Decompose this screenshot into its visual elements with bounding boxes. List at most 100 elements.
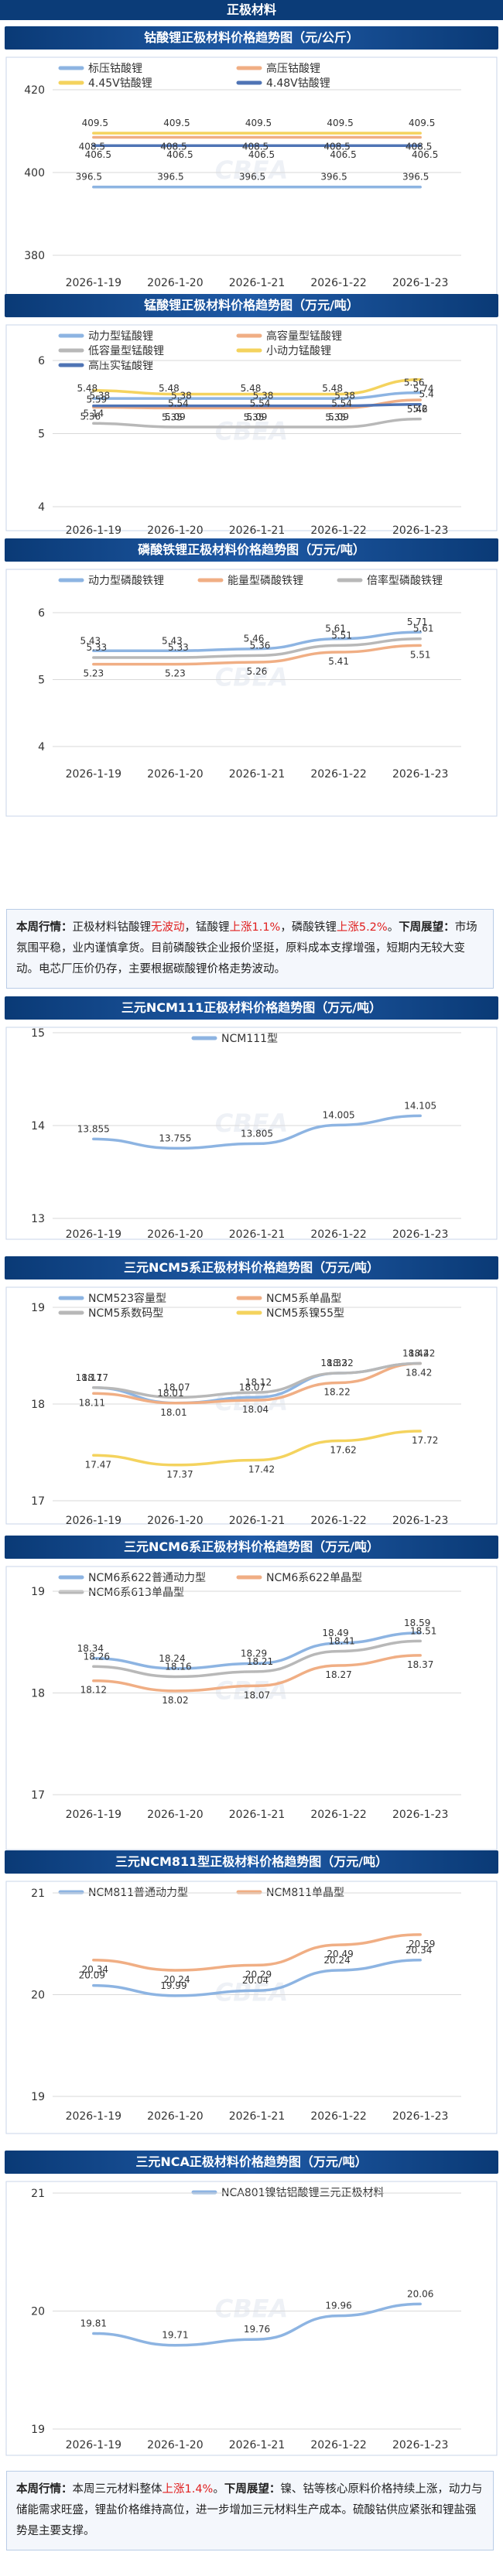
series-line xyxy=(92,391,422,400)
data-label: 18.04 xyxy=(242,1404,269,1415)
page-title: 正极材料 xyxy=(0,0,503,20)
summary-text: 。 xyxy=(213,2483,224,2496)
data-label: 20.59 xyxy=(409,1939,435,1949)
data-label: 18.24 xyxy=(159,1653,185,1664)
data-label: 408.5 xyxy=(405,142,432,152)
data-label: 5.48 xyxy=(241,383,262,394)
legend-label: NCM6系622普通动力型 xyxy=(88,1572,206,1584)
data-label: 5.36 xyxy=(250,640,271,651)
legend-label: NCM5系单晶型 xyxy=(266,1293,341,1305)
summary-text: 镍、钴等核心原料价格持续上涨，动力与储能需求旺盛，锂盐价格维持高位，进一步增加三… xyxy=(16,2483,483,2537)
data-label: 20.34 xyxy=(405,1945,432,1956)
series-line xyxy=(92,1430,422,1467)
y-tick-label: 18 xyxy=(31,1399,45,1411)
data-label: 408.5 xyxy=(160,142,186,152)
x-tick-label: 2026-1-20 xyxy=(147,768,203,781)
y-tick-label: 13 xyxy=(31,1213,45,1225)
y-tick-label: 14 xyxy=(31,1120,45,1133)
chart-frame xyxy=(5,1566,498,1850)
x-tick-label: 2026-1-22 xyxy=(310,2110,366,2123)
series-line xyxy=(92,1361,422,1399)
data-label: 5.38 xyxy=(334,391,355,401)
data-label: 19.71 xyxy=(162,2330,188,2341)
data-label: 17.42 xyxy=(248,1464,275,1475)
y-tick-label: 21 xyxy=(31,2188,45,2200)
data-label: 396.5 xyxy=(320,172,347,183)
legend-label: 能量型磷酸铁锂 xyxy=(228,575,303,587)
summary-highlight: 上涨5.2% xyxy=(336,921,388,934)
legend-label: 倍率型磷酸铁锂 xyxy=(367,574,443,587)
watermark-logo: CBEA xyxy=(215,663,289,692)
data-label: 19.96 xyxy=(325,2301,351,2311)
data-label: 5.48 xyxy=(159,383,180,394)
legend-label: NCM6系622单晶型 xyxy=(266,1572,362,1584)
data-label: 18.29 xyxy=(241,1648,267,1659)
data-label: 18.42 xyxy=(402,1348,429,1359)
x-tick-label: 2026-1-19 xyxy=(66,524,121,535)
summary-highlight: 上涨1.1% xyxy=(229,921,281,934)
data-label: 18.07 xyxy=(163,1382,190,1392)
data-label: 5.23 xyxy=(165,668,186,679)
series-line xyxy=(92,1933,422,1972)
data-label: 18.42 xyxy=(405,1368,432,1379)
data-label: 5.38 xyxy=(89,391,110,401)
series-line xyxy=(92,1631,422,1670)
data-label: 5.51 xyxy=(331,630,352,641)
y-tick-label: 19 xyxy=(31,1302,45,1314)
data-label: 5.38 xyxy=(171,391,192,401)
legend-label: 4.48V钴酸锂 xyxy=(266,77,330,90)
chart-section-6: 三元NCM6系正极材料价格趋势图（万元/吨） CBEA NCM6系622普通动力型 N… xyxy=(0,1536,503,1854)
x-tick-label: 2026-1-19 xyxy=(66,1809,121,1821)
x-tick-label: 2026-1-20 xyxy=(147,277,203,289)
data-label: 5.14 xyxy=(83,408,104,419)
chart-title: 三元NCM5系正极材料价格趋势图（万元/吨） xyxy=(5,1256,498,1279)
data-label: 19.81 xyxy=(80,2318,107,2328)
data-label: 5.54 xyxy=(331,398,352,408)
y-tick-label: 17 xyxy=(31,1495,45,1508)
data-label: 5.51 xyxy=(410,649,431,660)
y-tick-label: 4 xyxy=(38,501,45,514)
series-line xyxy=(92,1114,422,1150)
data-label: 17.47 xyxy=(85,1459,111,1470)
x-tick-label: 2026-1-20 xyxy=(147,2110,203,2123)
data-label: 5.43 xyxy=(162,635,183,646)
data-label: 18.02 xyxy=(162,1695,188,1706)
data-label: 5.61 xyxy=(413,624,434,634)
x-tick-label: 2026-1-20 xyxy=(147,2439,203,2451)
series-line xyxy=(92,637,422,659)
watermark-logo: CBEA xyxy=(215,155,289,185)
data-label: 5.41 xyxy=(328,656,349,667)
chart-section-1: 钴酸锂正极材料价格趋势图（元/公斤） CBEA 标压钴酸锂 高压钴酸锂 4.45V钴酸锂… xyxy=(0,26,503,322)
data-label: 18.07 xyxy=(244,1689,270,1700)
legend-label: NCM6系613单晶型 xyxy=(88,1587,184,1599)
data-label: 5.09 xyxy=(165,412,186,422)
chart-title: 钴酸锂正极材料价格趋势图（元/公斤） xyxy=(5,26,498,50)
x-tick-label: 2026-1-22 xyxy=(310,524,366,535)
legend-label: NCM111型 xyxy=(221,1033,278,1045)
y-tick-label: 19 xyxy=(31,1586,45,1598)
data-label: 409.5 xyxy=(245,118,272,128)
data-label: 5.09 xyxy=(247,412,268,422)
chart-svg: CBEA 标压钴酸锂 高压钴酸锂 4.45V钴酸锂 4.48V钴酸锂 380 400 420 3… xyxy=(5,56,498,318)
x-tick-label: 2026-1-22 xyxy=(310,1809,366,1821)
y-tick-label: 380 xyxy=(24,250,45,262)
y-tick-label: 5 xyxy=(38,429,45,441)
data-label: 18.17 xyxy=(82,1372,108,1383)
data-label: 18.21 xyxy=(247,1656,273,1667)
x-tick-label: 2026-1-23 xyxy=(392,1809,448,1821)
x-tick-label: 2026-1-23 xyxy=(392,277,448,289)
data-label: 5.71 xyxy=(407,617,428,627)
data-label: 18.11 xyxy=(79,1397,105,1408)
x-tick-label: 2026-1-22 xyxy=(310,277,366,289)
summary-label-market: 本周行情： xyxy=(16,921,73,934)
summary-highlight: 上涨1.4% xyxy=(162,2483,214,2496)
data-label: 20.09 xyxy=(79,1970,105,1981)
y-tick-label: 18 xyxy=(31,1688,45,1700)
x-tick-label: 2026-1-19 xyxy=(66,2439,121,2451)
data-label: 13.855 xyxy=(77,1123,110,1134)
series-line xyxy=(92,630,422,653)
data-label: 5.46 xyxy=(244,634,265,644)
y-tick-label: 5 xyxy=(38,675,45,687)
data-label: 18.26 xyxy=(84,1651,110,1662)
